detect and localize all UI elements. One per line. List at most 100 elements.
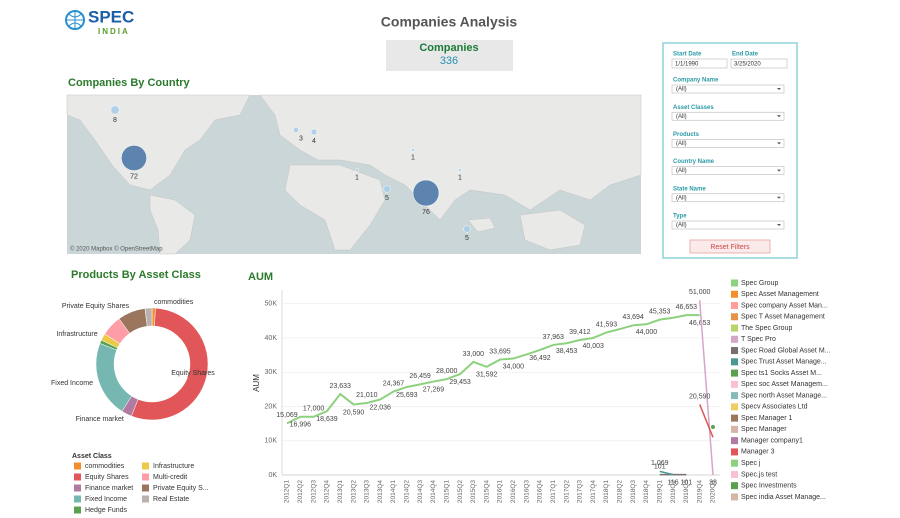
dropdown-value: (All) [676,195,687,201]
legend-label: Spec soc Asset Managem... [741,381,828,388]
date-value: 1/1/1990 [675,62,699,68]
data-label: 46,653 [689,320,711,327]
series-line [286,314,700,425]
legend-label: Spec Manager [741,426,787,433]
bubble-label: 1 [355,174,359,181]
legend-swatch [731,448,738,456]
x-tick-label: 2015Q1 [443,480,450,504]
dropdowns: Company Name (All) Asset Classes (All) Produ… [671,78,785,230]
map-bubble [293,127,299,133]
date-input[interactable] [730,58,788,69]
legend-swatch [74,462,81,470]
x-tick-label: 2017Q4 [590,480,597,504]
filter-label: Products [673,132,700,138]
legend-title: Asset Class [72,453,112,460]
map: 8 72 3 4 1 1 5 76 1 5 © 2020 Mapbox © OpenStreetM… [66,94,642,255]
x-tick-label: 2016Q3 [523,480,530,504]
legend-label: Real Estate [153,496,189,503]
legend-swatch [74,495,81,503]
dropdown[interactable] [671,166,785,175]
dropdown[interactable] [671,111,785,121]
legend-label: The Spec Group [741,325,792,332]
data-label: 29,453 [449,379,471,386]
legend-swatch [142,462,149,470]
x-tick-label: 2012Q2 [297,480,304,504]
legend-swatch [731,369,738,377]
map-bubble [310,128,318,136]
legend-label: Spec ts1 Socks Asset M... [741,370,822,377]
dropdown-value: (All) [676,114,687,120]
legend-swatch [731,279,738,287]
bubble-label: 1 [458,174,462,181]
dropdown-value: (All) [676,141,687,147]
reset-button[interactable] [689,239,771,254]
kpi-value: 336 [440,55,458,67]
section-title: AUM [248,271,273,283]
x-tick-label: 2014Q2 [404,480,411,504]
line-chart: 0K 10K 20K 30K 40K 50K 2012Q1 2012Q2 2012Q3 2012Q… [265,279,831,504]
slice-label: Infrastructure [56,331,97,338]
dropdown[interactable] [671,220,785,230]
map-bubble [463,225,471,233]
dropdown-value: (All) [676,87,687,93]
legend-swatch [731,459,738,467]
dropdown-arrow [777,169,781,172]
filter-label: Country Name [673,159,715,165]
x-tick-label: 2013Q1 [337,480,344,504]
dropdown-arrow [777,88,781,90]
bubble-label: 4 [312,138,316,145]
data-label: 101 [681,479,693,486]
legend-label: Manager 3 [741,449,775,456]
legend-swatch [731,335,738,343]
x-tick-label: 2019Q2 [670,480,677,504]
legend-swatch [731,470,738,478]
legend-swatch [731,347,738,355]
data-label: 17,000 [303,406,325,413]
data-label: 31,592 [476,372,498,379]
filter-label: Start Date [673,52,702,58]
dropdown[interactable] [671,139,785,148]
legend-swatch [731,425,738,433]
series-line [698,300,714,475]
data-label: 45,353 [649,308,671,315]
map-land [66,94,642,255]
filter-label: Asset Classes [673,105,714,111]
map-bubble [412,179,440,207]
dropdown[interactable] [671,193,785,203]
legend-label: Spec.js test [741,471,777,478]
dropdown[interactable] [671,84,785,94]
legend-label: Finance market [85,485,133,492]
data-label: 34,000 [503,363,525,370]
x-tick-label: 2013Q2 [350,480,357,504]
map-attribution: © 2020 Mapbox © OpenStreetMap [70,246,163,253]
bubble-label: 3 [299,135,303,142]
date-input[interactable] [671,58,728,69]
data-label: 101 [654,463,666,470]
y-tick-label: 30K [265,369,278,376]
donut-slice [95,343,132,412]
slice-label: Private Equity Shares [62,303,130,310]
x-tick-label: 2014Q4 [430,480,437,504]
legend-label: Specv Associates Ltd [741,404,808,411]
x-tick-label: 2018Q4 [643,480,650,504]
legend-label: Private Equity S... [153,485,209,492]
legend-label: Spec company Asset Man... [741,302,828,309]
data-label: 33 [709,480,717,487]
legend-label: Spec Group [741,280,778,287]
slice-label: commodities [154,299,194,306]
map-bubble [121,145,147,171]
data-label: 20,590 [343,409,365,416]
legend-label: Spec j [741,460,761,467]
legend-swatch [142,495,149,503]
map-bubble [458,168,462,172]
legend-label: Infrastructure [153,463,194,470]
legend-label: Spec Investments [741,483,797,490]
x-tick-label: 2015Q2 [457,480,464,504]
y-tick-label: 0K [268,472,277,479]
legend-swatch [731,290,738,298]
filter-label: Company Name [673,78,719,84]
logo-text: SPEC [88,7,134,26]
logo: SPEC INDIA [65,7,134,36]
data-label: 16,996 [290,422,312,429]
